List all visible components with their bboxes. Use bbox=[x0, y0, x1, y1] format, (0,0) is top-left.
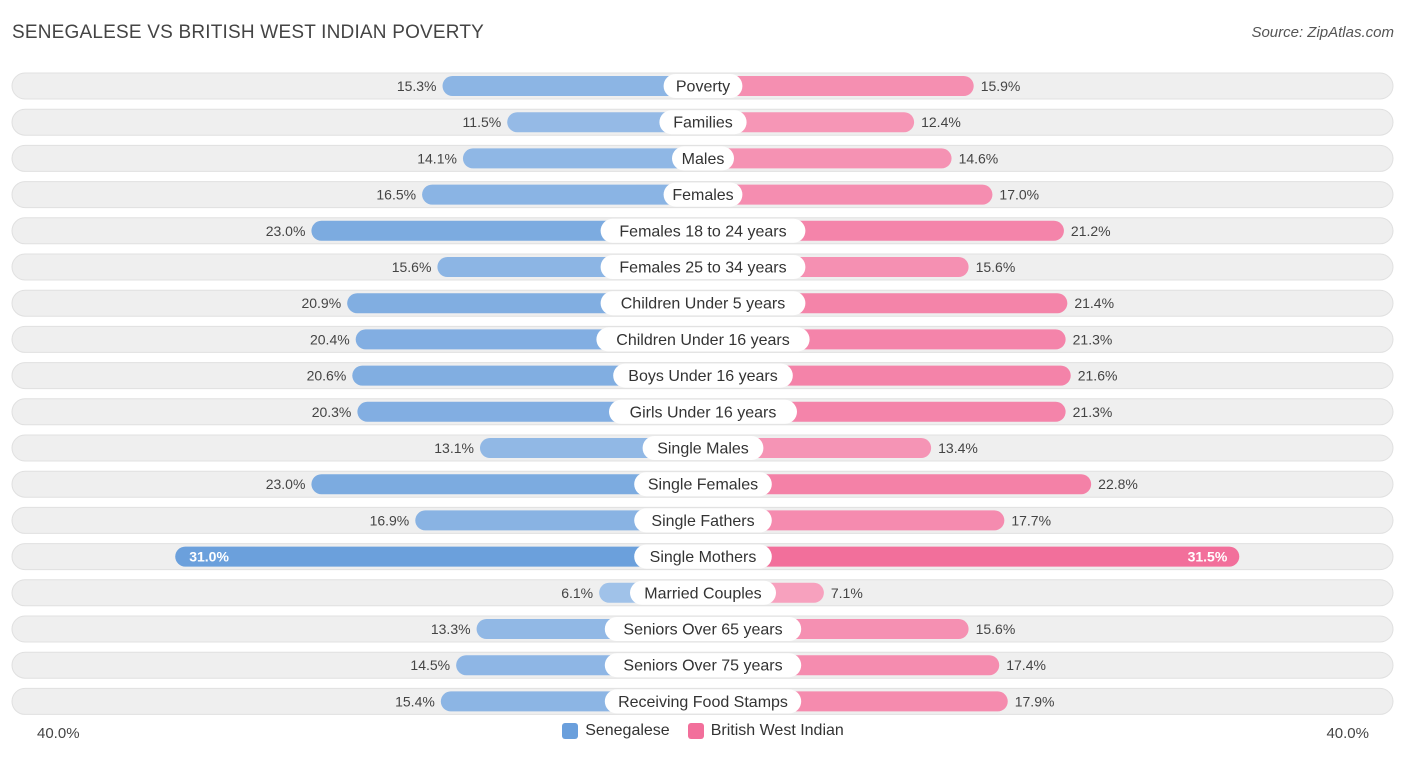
value-label-senegalese-males: 14.1% bbox=[417, 150, 457, 166]
value-label-senegalese-females: 16.5% bbox=[376, 187, 416, 203]
bar-senegalese-single-fathers bbox=[415, 510, 703, 531]
value-label-british-west-indian-girls-under-16-years: 21.3% bbox=[1073, 404, 1113, 420]
bar-british-west-indian-boys-under-16-years bbox=[703, 365, 1071, 386]
category-label-girls-under-16-years: Girls Under 16 years bbox=[630, 404, 777, 421]
value-label-british-west-indian-boys-under-16-years: 21.6% bbox=[1078, 368, 1118, 384]
category-label-poverty: Poverty bbox=[676, 79, 730, 96]
category-label-seniors-over-75-years: Seniors Over 75 years bbox=[623, 658, 782, 675]
value-label-senegalese-single-mothers: 31.0% bbox=[189, 549, 229, 565]
value-label-british-west-indian-males: 14.6% bbox=[959, 150, 999, 166]
category-pill-married-couples bbox=[630, 580, 776, 605]
source-credit: Source: ZipAtlas.com bbox=[1251, 24, 1394, 41]
category-pill-single-females bbox=[634, 472, 772, 497]
value-label-british-west-indian-receiving-food-stamps: 17.9% bbox=[1015, 693, 1055, 709]
legend: Senegalese British West Indian bbox=[0, 722, 1406, 740]
legend-swatch-british-west-indian bbox=[687, 723, 704, 739]
value-label-british-west-indian-seniors-over-65-years: 15.6% bbox=[976, 621, 1016, 637]
value-label-senegalese-families: 11.5% bbox=[463, 114, 502, 130]
legend-swatch-senegalese bbox=[562, 723, 579, 739]
value-label-senegalese-boys-under-16-years: 20.6% bbox=[307, 368, 347, 384]
axis-left-max-label: 40.0% bbox=[37, 725, 80, 742]
category-label-single-males: Single Males bbox=[657, 441, 749, 458]
value-label-british-west-indian-families: 12.4% bbox=[921, 114, 961, 130]
category-label-females-18-to-24-years: Females 18 to 24 years bbox=[619, 223, 786, 240]
legend-label-senegalese: Senegalese bbox=[585, 722, 670, 739]
category-pill-females bbox=[663, 182, 743, 207]
value-label-senegalese-children-under-16-years: 20.4% bbox=[310, 331, 350, 347]
bar-senegalese-males bbox=[462, 148, 703, 169]
axis-right-max-label: 40.0% bbox=[1326, 725, 1369, 742]
value-label-british-west-indian-single-females: 22.8% bbox=[1098, 476, 1138, 492]
legend-item-british-west-indian[interactable]: British West Indian bbox=[687, 722, 844, 740]
category-label-children-under-5-years: Children Under 5 years bbox=[621, 296, 786, 313]
category-pill-single-males bbox=[642, 436, 764, 460]
bar-senegalese-single-females bbox=[311, 474, 703, 495]
category-label-seniors-over-65-years: Seniors Over 65 years bbox=[623, 622, 782, 639]
value-label-british-west-indian-seniors-over-75-years: 17.4% bbox=[1006, 657, 1046, 673]
legend-item-senegalese[interactable]: Senegalese bbox=[562, 722, 670, 740]
category-pill-single-mothers bbox=[634, 544, 772, 569]
category-pill-poverty bbox=[663, 74, 743, 98]
category-pill-boys-under-16-years bbox=[613, 363, 793, 388]
value-label-british-west-indian-children-under-16-years: 21.3% bbox=[1073, 331, 1113, 347]
bar-british-west-indian-single-females bbox=[703, 474, 1092, 495]
bar-senegalese-poverty bbox=[442, 76, 703, 96]
value-label-senegalese-children-under-5-years: 20.9% bbox=[301, 295, 341, 311]
category-pill-seniors-over-65-years bbox=[604, 617, 802, 641]
value-label-senegalese-seniors-over-75-years: 14.5% bbox=[410, 657, 450, 673]
category-label-families: Families bbox=[673, 115, 733, 132]
category-label-married-couples: Married Couples bbox=[644, 585, 761, 602]
value-label-senegalese-females-25-to-34-years: 15.6% bbox=[392, 259, 432, 275]
bar-british-west-indian-females bbox=[703, 184, 993, 205]
value-label-senegalese-single-males: 13.1% bbox=[434, 440, 474, 456]
value-label-british-west-indian-married-couples: 7.1% bbox=[831, 585, 863, 601]
category-pill-females-18-to-24-years bbox=[600, 218, 806, 243]
category-label-single-mothers: Single Mothers bbox=[650, 549, 757, 566]
bar-british-west-indian-single-fathers bbox=[703, 510, 1005, 531]
legend-label-british-west-indian: British West Indian bbox=[710, 722, 844, 739]
category-pill-females-25-to-34-years bbox=[600, 255, 806, 279]
category-pill-families bbox=[659, 110, 747, 135]
value-label-british-west-indian-females-25-to-34-years: 15.6% bbox=[976, 259, 1016, 275]
chart-title: SENEGALESE VS BRITISH WEST INDIAN POVERT… bbox=[12, 22, 485, 43]
value-label-british-west-indian-children-under-5-years: 21.4% bbox=[1074, 295, 1114, 311]
bar-british-west-indian-poverty bbox=[703, 76, 974, 96]
category-label-single-fathers: Single Fathers bbox=[651, 513, 754, 530]
value-label-british-west-indian-single-males: 13.4% bbox=[938, 440, 978, 456]
value-label-senegalese-married-couples: 6.1% bbox=[561, 585, 593, 601]
category-pill-receiving-food-stamps bbox=[604, 689, 802, 714]
value-label-senegalese-single-females: 23.0% bbox=[266, 476, 306, 492]
category-pill-girls-under-16-years bbox=[609, 399, 797, 424]
category-pill-children-under-16-years bbox=[596, 327, 810, 352]
category-label-males: Males bbox=[682, 151, 725, 168]
category-label-receiving-food-stamps: Receiving Food Stamps bbox=[618, 694, 788, 711]
bar-senegalese-females bbox=[422, 184, 703, 205]
category-pill-males bbox=[672, 146, 734, 171]
bar-british-west-indian-single-mothers bbox=[703, 546, 1240, 567]
value-label-british-west-indian-females: 17.0% bbox=[999, 187, 1039, 203]
category-pill-children-under-5-years bbox=[600, 291, 806, 316]
bar-senegalese-families bbox=[507, 112, 703, 133]
value-label-senegalese-seniors-over-65-years: 13.3% bbox=[431, 621, 471, 637]
value-label-british-west-indian-single-mothers: 31.5% bbox=[1188, 549, 1228, 565]
category-label-children-under-16-years: Children Under 16 years bbox=[616, 332, 789, 349]
bar-senegalese-single-mothers bbox=[175, 546, 704, 567]
value-label-senegalese-girls-under-16-years: 20.3% bbox=[312, 404, 352, 420]
diverging-bar-chart: Poverty 15.3% 15.9% Families 11.5% 12.4% Males… bbox=[11, 72, 1394, 715]
value-label-senegalese-single-fathers: 16.9% bbox=[370, 512, 410, 528]
bar-british-west-indian-males bbox=[703, 148, 952, 169]
value-label-british-west-indian-poverty: 15.9% bbox=[981, 78, 1021, 94]
category-label-females-25-to-34-years: Females 25 to 34 years bbox=[619, 260, 786, 277]
category-pill-single-fathers bbox=[634, 508, 772, 533]
value-label-senegalese-females-18-to-24-years: 23.0% bbox=[266, 223, 306, 239]
category-label-single-females: Single Females bbox=[648, 477, 758, 494]
category-label-females: Females bbox=[672, 187, 733, 204]
category-label-boys-under-16-years: Boys Under 16 years bbox=[628, 368, 777, 385]
value-label-british-west-indian-females-18-to-24-years: 21.2% bbox=[1071, 223, 1111, 239]
bar-british-west-indian-families bbox=[703, 112, 915, 133]
value-label-senegalese-poverty: 15.3% bbox=[397, 78, 437, 94]
category-pill-seniors-over-75-years bbox=[604, 653, 802, 678]
value-label-senegalese-receiving-food-stamps: 15.4% bbox=[395, 693, 435, 709]
value-label-british-west-indian-single-fathers: 17.7% bbox=[1011, 512, 1051, 528]
